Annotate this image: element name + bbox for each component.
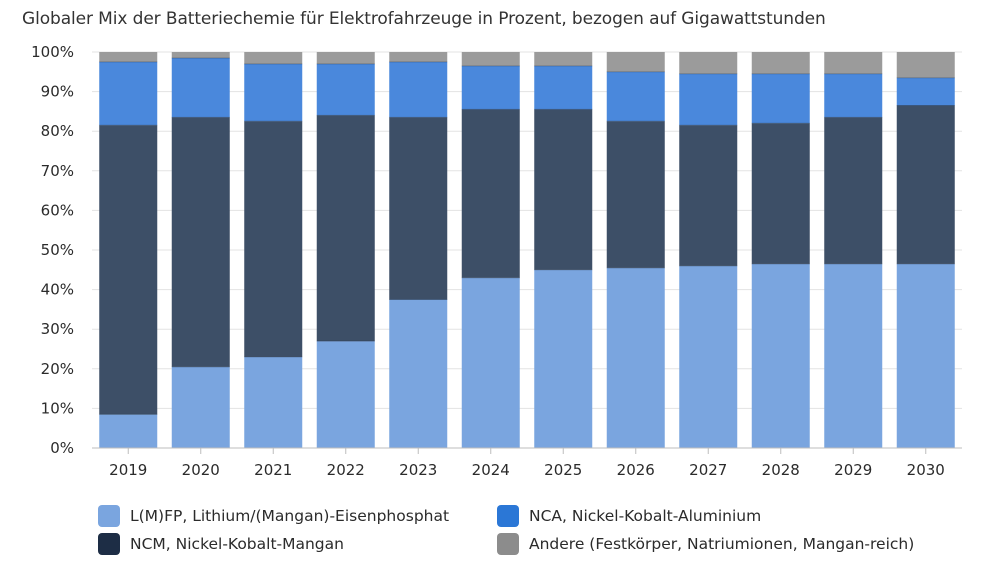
bar-segment-ncm	[244, 121, 303, 357]
x-tick-label: 2019	[109, 461, 147, 479]
legend-swatch-nca	[497, 505, 519, 527]
bar-segment-ncm	[389, 117, 448, 300]
legend-item-andere: Andere (Festkörper, Natriumionen, Mangan…	[497, 533, 914, 555]
legend-label-andere: Andere (Festkörper, Natriumionen, Mangan…	[529, 535, 915, 553]
y-tick-label: 0%	[50, 439, 74, 457]
y-tick-label: 100%	[31, 43, 74, 61]
y-tick-label: 40%	[41, 281, 74, 299]
x-tick-label: 2021	[254, 461, 292, 479]
y-tick-label: 70%	[41, 162, 74, 180]
y-tick-label: 90%	[41, 83, 74, 101]
bar-segment-andere	[244, 52, 303, 64]
legend-item-nca: NCA, Nickel-Kobalt-Aluminium	[497, 505, 761, 527]
bar-segment-andere	[99, 52, 158, 62]
bar-segment-ncm	[824, 117, 883, 264]
legend-label-ncm: NCM, Nickel-Kobalt-Mangan	[130, 535, 344, 553]
y-tick-label: 20%	[41, 360, 74, 378]
legend-swatch-andere	[497, 533, 519, 555]
bar-segment-nca	[534, 65, 593, 110]
x-tick-label: 2023	[399, 461, 437, 479]
legend-swatch-lfp	[98, 505, 120, 527]
bar-segment-andere	[534, 52, 593, 66]
bar-segment-lfp	[171, 366, 230, 448]
bar-segment-ncm	[171, 117, 230, 367]
bar-segment-lfp	[244, 356, 303, 448]
bar-segment-andere	[824, 52, 883, 74]
bar-segment-nca	[171, 57, 230, 118]
bar-segment-lfp	[461, 277, 520, 448]
bar-segment-nca	[99, 61, 158, 126]
bar-segment-andere	[896, 52, 955, 78]
legend-label-nca: NCA, Nickel-Kobalt-Aluminium	[529, 507, 762, 525]
bar-segment-lfp	[534, 269, 593, 448]
x-tick-label: 2024	[472, 461, 510, 479]
x-tick-label: 2025	[544, 461, 582, 479]
bar-segment-lfp	[99, 414, 158, 448]
x-tick-label: 2020	[182, 461, 220, 479]
bar-segment-ncm	[461, 109, 520, 278]
y-tick-label: 80%	[41, 122, 74, 140]
bar-segment-ncm	[316, 115, 375, 342]
bar-segment-ncm	[534, 109, 593, 270]
bar-segment-andere	[606, 52, 665, 72]
bar-segment-lfp	[606, 267, 665, 448]
x-tick-label: 2030	[907, 461, 945, 479]
bar-segment-lfp	[389, 299, 448, 448]
legend-swatch-ncm	[98, 533, 120, 555]
bar-segment-andere	[751, 52, 810, 74]
bar-segment-nca	[679, 73, 738, 126]
bar-segment-andere	[316, 52, 375, 64]
bar-segment-nca	[896, 77, 955, 106]
bar-segment-andere	[171, 52, 230, 58]
bar-segment-andere	[389, 52, 448, 62]
bar-segment-andere	[461, 52, 520, 66]
bar-segment-ncm	[896, 105, 955, 264]
legend-item-lfp: L(M)FP, Lithium/(Mangan)-Eisenphosphat	[98, 505, 449, 527]
x-tick-label: 2026	[617, 461, 655, 479]
bar-segment-nca	[824, 73, 883, 118]
bar-segment-ncm	[679, 125, 738, 266]
bar-segment-lfp	[824, 263, 883, 448]
legend-item-ncm: NCM, Nickel-Kobalt-Mangan	[98, 533, 344, 555]
bar-segment-lfp	[679, 265, 738, 448]
bar-segment-nca	[461, 65, 520, 110]
chart-title: Globaler Mix der Batteriechemie für Elek…	[22, 9, 826, 29]
bar-segment-nca	[244, 63, 303, 122]
x-tick-label: 2022	[327, 461, 365, 479]
bar-segment-ncm	[751, 123, 810, 264]
x-tick-label: 2029	[834, 461, 872, 479]
x-tick-label: 2027	[689, 461, 727, 479]
legend-label-lfp: L(M)FP, Lithium/(Mangan)-Eisenphosphat	[130, 507, 450, 525]
bar-segment-lfp	[751, 263, 810, 448]
bar-segment-nca	[316, 63, 375, 116]
bar-segment-nca	[389, 61, 448, 118]
x-tick-label: 2028	[762, 461, 800, 479]
bar-segment-nca	[606, 71, 665, 122]
bar-segment-andere	[679, 52, 738, 74]
y-tick-label: 50%	[41, 241, 74, 259]
bar-segment-lfp	[316, 341, 375, 448]
bar-segment-ncm	[606, 121, 665, 268]
bar-segment-ncm	[99, 125, 158, 415]
y-tick-label: 30%	[41, 320, 74, 338]
y-tick-label: 60%	[41, 201, 74, 219]
bar-segment-nca	[751, 73, 810, 124]
bar-segment-lfp	[896, 263, 955, 448]
y-tick-label: 10%	[41, 399, 74, 417]
